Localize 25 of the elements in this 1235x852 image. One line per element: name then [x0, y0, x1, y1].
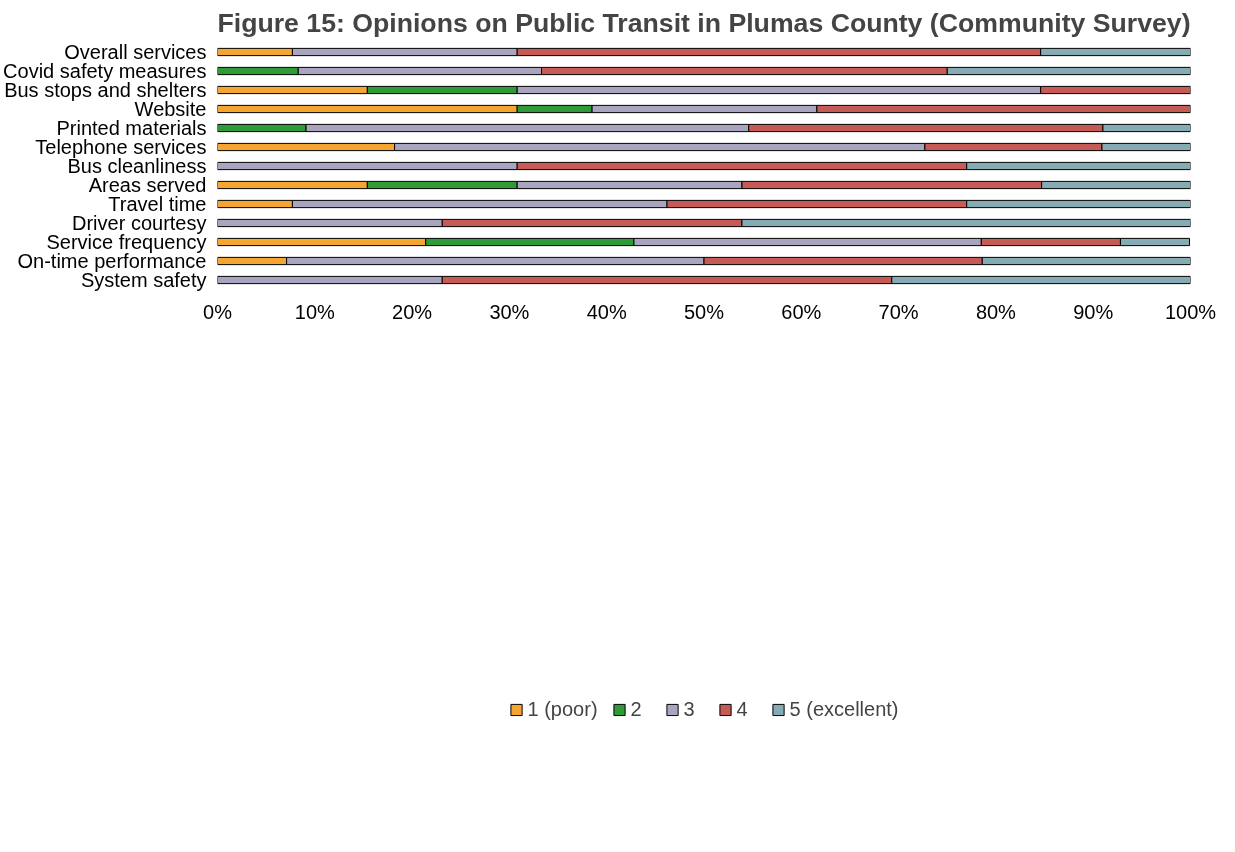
- y-tick-label: Travel time: [108, 193, 207, 215]
- y-tick-label: Website: [134, 98, 207, 120]
- y-tick-label: Printed materials: [56, 117, 207, 139]
- x-tick-label: 100%: [1164, 300, 1217, 323]
- legend-label: 1 (poor): [527, 697, 598, 721]
- legend-label: 5 (excellent): [789, 697, 899, 721]
- y-tick-label: Covid safety measures: [3, 60, 207, 82]
- y-tick-label: Driver courtesy: [72, 212, 207, 234]
- x-tick-label: 70%: [878, 300, 919, 323]
- legend-label: 3: [683, 697, 696, 721]
- x-tick-label: 60%: [781, 300, 822, 323]
- y-tick-label: Telephone services: [35, 136, 207, 158]
- legend-label: 2: [630, 697, 643, 721]
- y-tick-label: Areas served: [88, 174, 207, 196]
- y-tick-label: Overall services: [64, 41, 207, 63]
- x-tick-label: 20%: [392, 300, 433, 323]
- x-tick-label: 50%: [683, 300, 725, 323]
- x-tick-label: 10%: [294, 300, 336, 323]
- x-tick-label: 80%: [975, 300, 1017, 323]
- legend-label: 4: [736, 697, 749, 721]
- x-tick-label: 0%: [203, 300, 233, 323]
- x-tick-label: 40%: [586, 300, 627, 323]
- chart-title: Figure 15: Opinions on Public Transit in Plumas County (Community Survey): [217, 7, 1191, 38]
- x-tick-label: 90%: [1073, 300, 1114, 323]
- x-tick-label: 30%: [489, 300, 530, 323]
